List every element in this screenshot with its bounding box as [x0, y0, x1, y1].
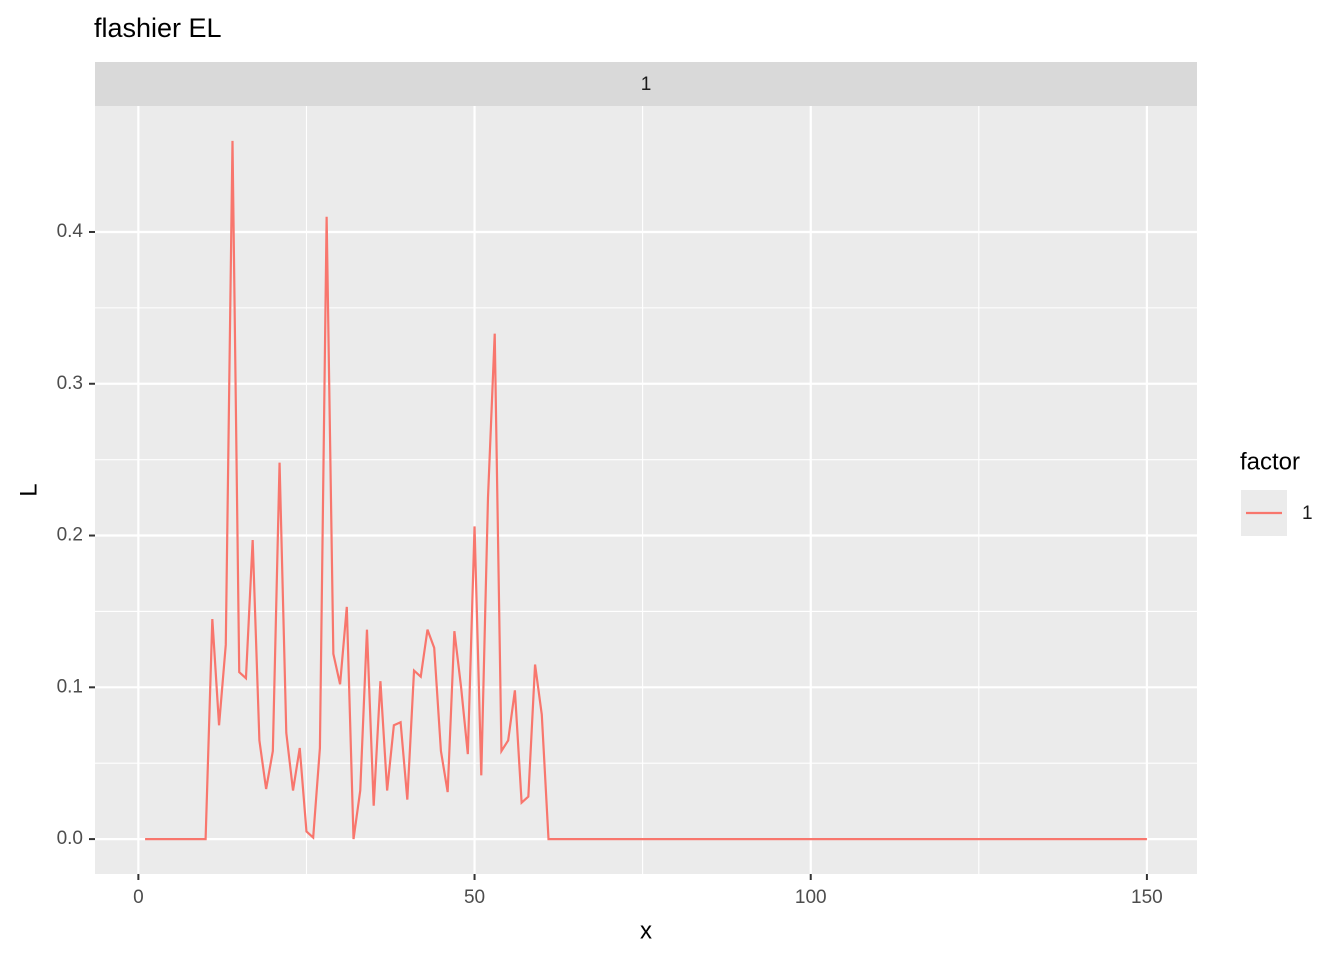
x-tick-label: 0 [133, 887, 144, 908]
y-tick-label: 0.4 [57, 221, 84, 242]
x-tick-label: 50 [464, 887, 485, 908]
y-axis-title: L [15, 483, 42, 496]
y-tick-label: 0.1 [57, 676, 83, 697]
y-tick-label: 0.2 [57, 525, 83, 546]
legend-title: factor [1240, 448, 1300, 475]
legend-label: 1 [1302, 503, 1313, 524]
x-axis-title: x [640, 917, 652, 944]
facet-label: 1 [641, 74, 652, 95]
x-tick-label: 100 [795, 887, 827, 908]
facet-strip [95, 62, 1197, 106]
data-line [145, 140, 1147, 841]
chart-title: flashier EL [94, 13, 222, 43]
y-tick-label: 0.3 [57, 373, 83, 394]
x-tick-label: 150 [1131, 887, 1163, 908]
panel [95, 106, 1197, 874]
y-tick-label: 0.0 [57, 828, 83, 849]
